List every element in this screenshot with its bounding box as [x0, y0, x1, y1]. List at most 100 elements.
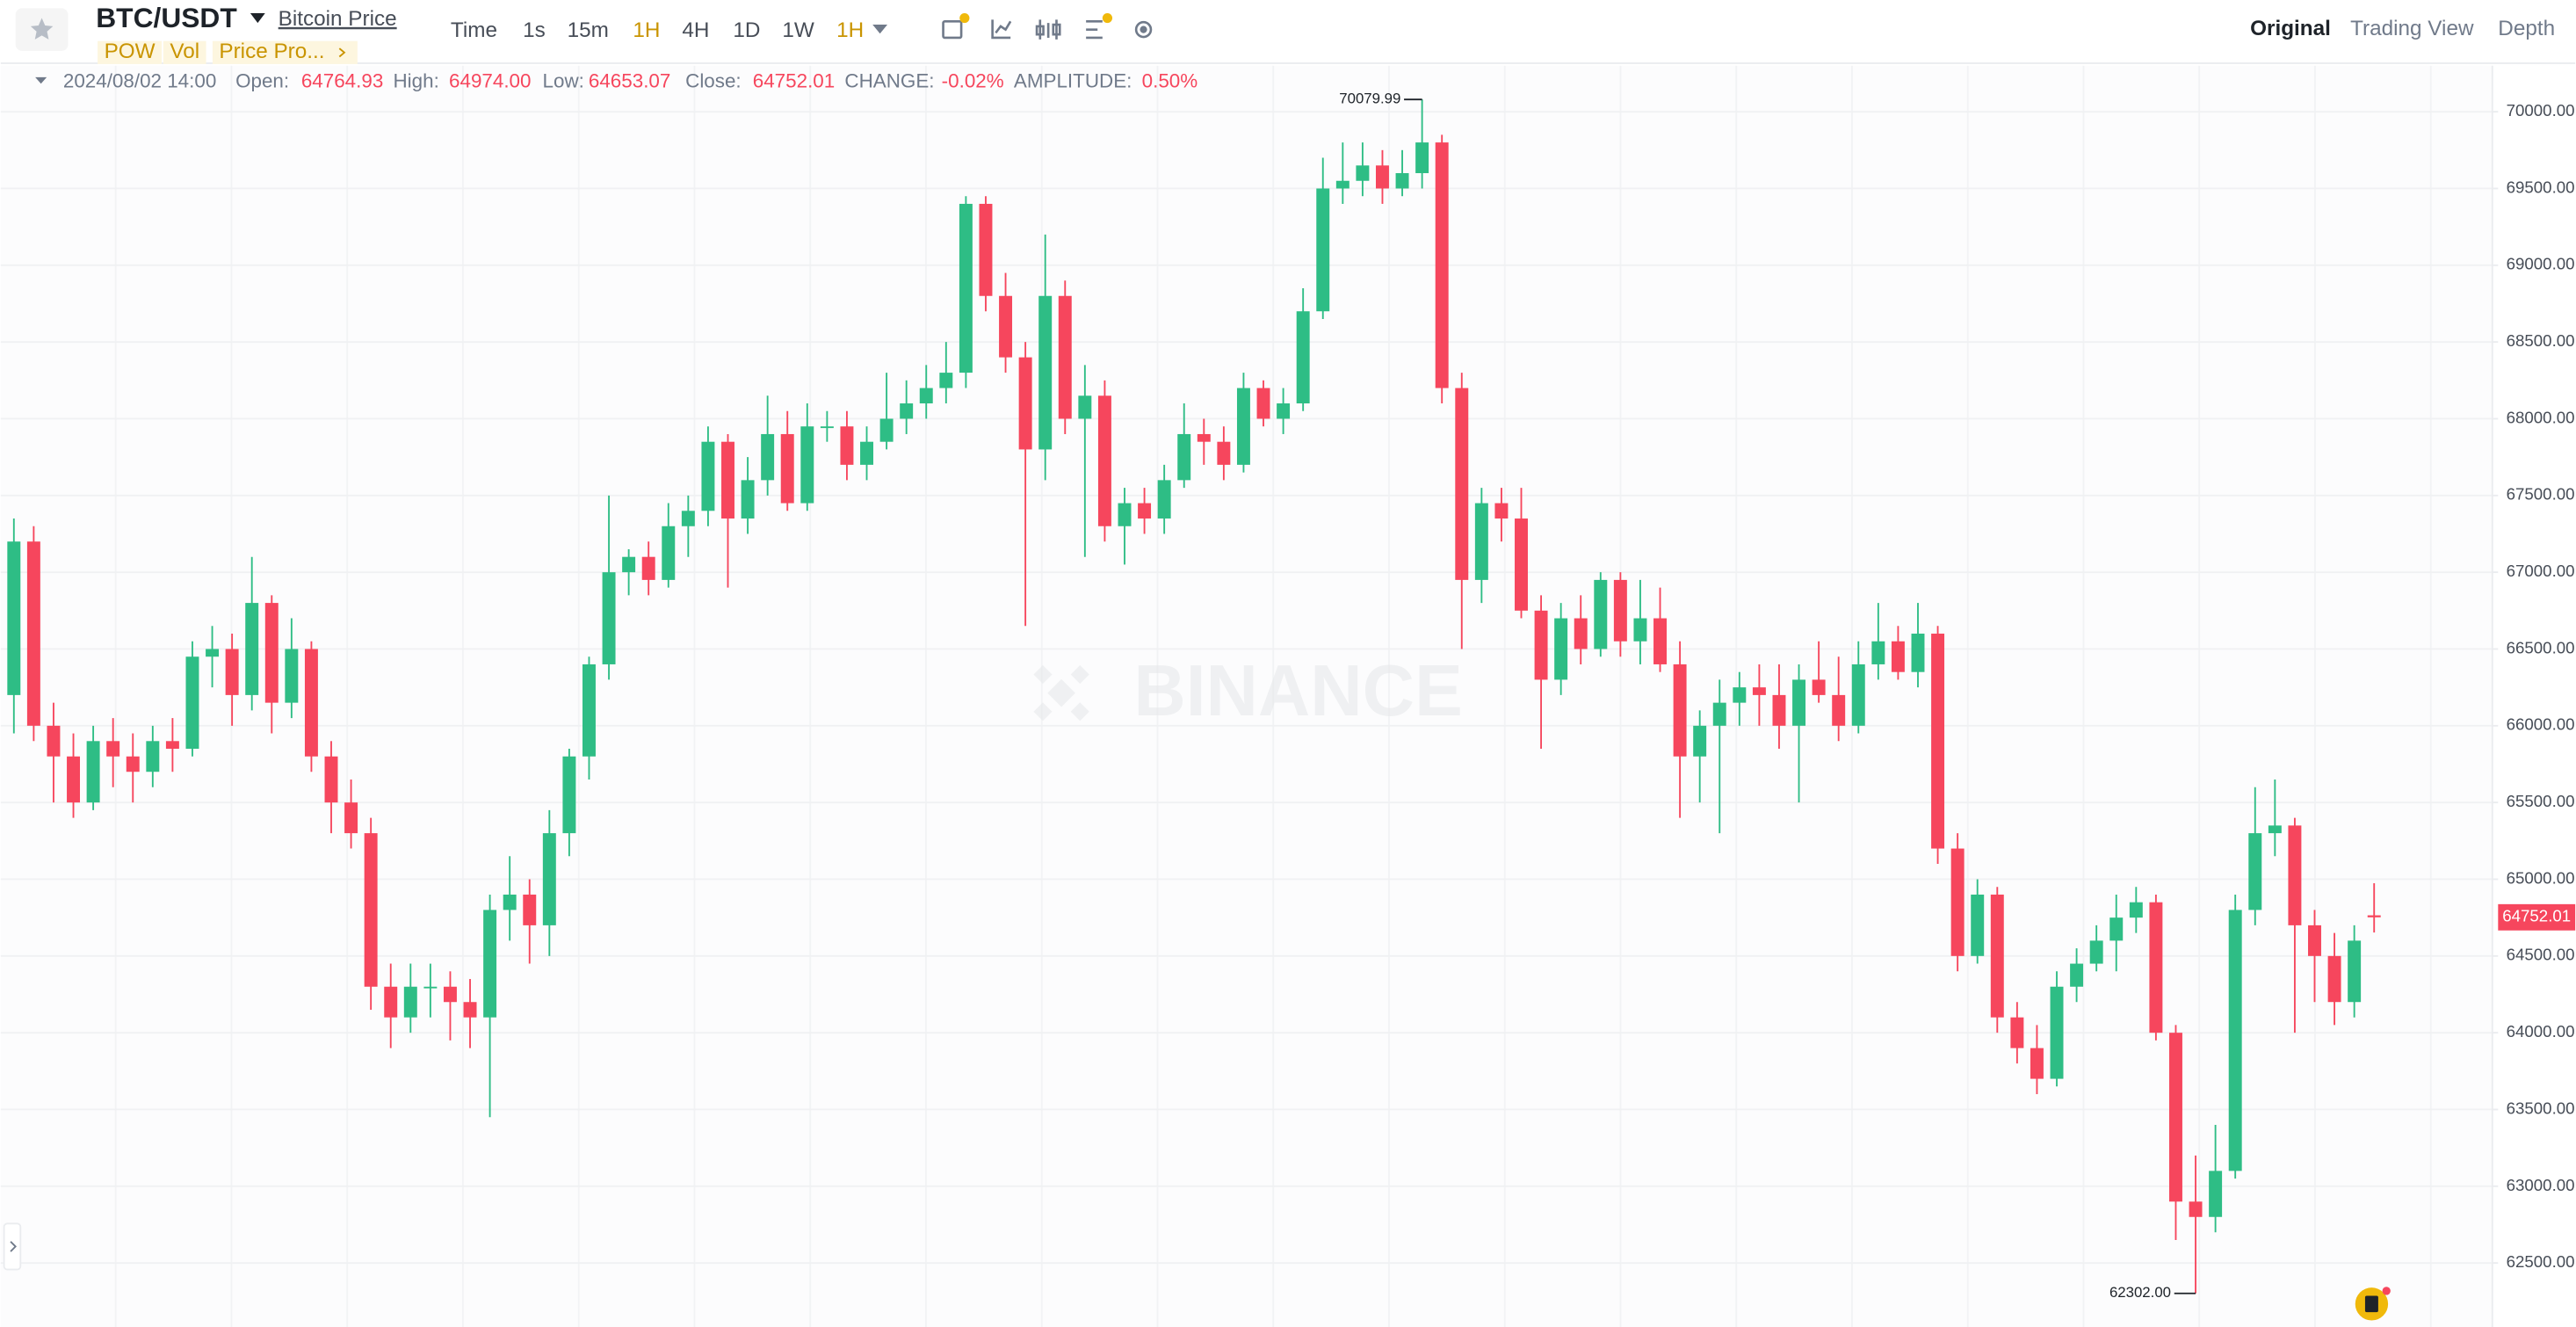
candle-body: [2129, 902, 2143, 918]
calendar-icon[interactable]: [942, 19, 963, 40]
info-label: High:: [393, 69, 438, 91]
interval-option[interactable]: 1H: [836, 18, 864, 42]
interval-option[interactable]: Time: [451, 18, 497, 42]
candle-body: [1574, 618, 1588, 649]
price-axis: 62500.00 63000.00 63500.00 64000.00 64500.00…: [2491, 101, 2576, 1271]
info-value: 64653.07: [589, 69, 670, 91]
y-tick-label: 70000.00: [2507, 101, 2575, 120]
candle-body: [1277, 403, 1291, 419]
candle-body: [1197, 433, 1211, 442]
info-fields: Open: 64764.93 High: 64974.00 Low: 64653.07 Cl…: [235, 69, 1198, 91]
view-tab[interactable]: Original: [2250, 17, 2331, 40]
candle-body: [423, 986, 438, 989]
view-tab[interactable]: Depth: [2498, 17, 2555, 40]
chart-type-icon[interactable]: [1035, 19, 1061, 40]
candle-body: [2327, 955, 2341, 1003]
candle-body: [662, 526, 676, 580]
vertical-grid: [114, 65, 2432, 1327]
symbol-dropdown[interactable]: [250, 12, 265, 24]
interval-dropdown[interactable]: [872, 25, 888, 34]
candle-body: [2010, 1017, 2024, 1048]
candle-body: [1891, 641, 1905, 672]
info-label: Open:: [235, 69, 289, 91]
side-expand-button[interactable]: [3, 1222, 22, 1271]
indicator-icon[interactable]: [991, 19, 1012, 40]
candle-body: [2209, 1171, 2223, 1217]
y-tick-label: 67500.00: [2507, 485, 2575, 504]
candle-body: [1415, 142, 1429, 174]
candle-body: [1058, 295, 1072, 419]
y-tick-label: 67000.00: [2507, 562, 2575, 580]
interval-option[interactable]: 1H: [633, 18, 660, 42]
tag-background: [98, 40, 163, 64]
candle-body: [1851, 664, 1865, 726]
interval-option[interactable]: 1W: [782, 18, 814, 42]
candle-body: [503, 894, 517, 910]
candle-body: [959, 203, 973, 373]
candle-body: [1832, 694, 1846, 726]
candle-body: [800, 426, 814, 504]
candle-body: [7, 541, 21, 695]
star-icon: [30, 18, 54, 40]
candle-body: [2168, 1033, 2182, 1202]
candle-body: [1435, 142, 1449, 388]
interval-option[interactable]: 15m: [568, 18, 609, 42]
candle-body: [2149, 902, 2163, 1033]
info-collapse[interactable]: [35, 76, 47, 84]
gear-center: [1140, 25, 1147, 33]
candle-body: [225, 649, 239, 695]
tag[interactable]: Price Pro...: [219, 40, 324, 63]
candle-body: [245, 603, 259, 695]
interval-option[interactable]: 1s: [523, 18, 546, 42]
candle-body: [2367, 915, 2381, 917]
symbol-info-link[interactable]: Bitcoin Price: [279, 7, 397, 31]
view-tab[interactable]: Trading View: [2350, 17, 2474, 40]
interval-option[interactable]: 1D: [733, 18, 760, 42]
candle-body: [979, 203, 993, 296]
candle-body: [106, 741, 120, 757]
gear-icon[interactable]: [1134, 20, 1153, 39]
info-label: Low:: [543, 69, 584, 91]
tag[interactable]: Vol: [170, 40, 199, 63]
candle-body: [304, 649, 318, 757]
settings-list-icon[interactable]: [1086, 19, 1103, 40]
max-price-label: 70079.99: [1339, 91, 1400, 107]
candle-body: [1653, 618, 1667, 664]
candle-body: [126, 756, 140, 772]
y-tick-label: 64000.00: [2507, 1022, 2575, 1041]
candle-body: [741, 480, 755, 519]
candle-body: [1335, 180, 1350, 189]
candle-body: [879, 418, 894, 442]
min-price-label: 62302.00: [2109, 1284, 2171, 1301]
candle-body: [761, 433, 775, 481]
assistant-badge: [2382, 1287, 2391, 1295]
toolbar-icons: [942, 12, 1153, 40]
candle-body: [1474, 503, 1488, 580]
candle-body: [1752, 687, 1766, 695]
candle-body: [1594, 579, 1608, 649]
y-tick-label: 66000.00: [2507, 715, 2575, 734]
candle-body: [1515, 518, 1528, 611]
y-tick-label: 64500.00: [2507, 946, 2575, 964]
candle-body: [1375, 165, 1389, 189]
info-label: AMPLITUDE:: [1014, 69, 1132, 91]
candle-body: [939, 373, 953, 388]
candle-body: [1078, 395, 1092, 419]
tag[interactable]: POW: [105, 40, 156, 63]
candle-body: [840, 426, 854, 465]
candle-body: [1871, 641, 1885, 664]
candle-body: [542, 833, 556, 925]
candle-body: [384, 986, 398, 1018]
candle-body: [562, 756, 576, 834]
interval-option[interactable]: 4H: [682, 18, 709, 42]
symbol[interactable]: BTC/USDT: [96, 2, 237, 33]
candle-date: 2024/08/02 14:00: [63, 69, 216, 91]
candle-body: [264, 603, 279, 703]
last-price-box: [2498, 903, 2576, 931]
expand-arrow: [10, 1241, 17, 1252]
y-tick-label: 69500.00: [2507, 178, 2575, 196]
candle-body: [47, 725, 61, 757]
candle-body: [67, 756, 81, 803]
candle-body: [403, 986, 417, 1018]
candle-body: [820, 426, 834, 429]
